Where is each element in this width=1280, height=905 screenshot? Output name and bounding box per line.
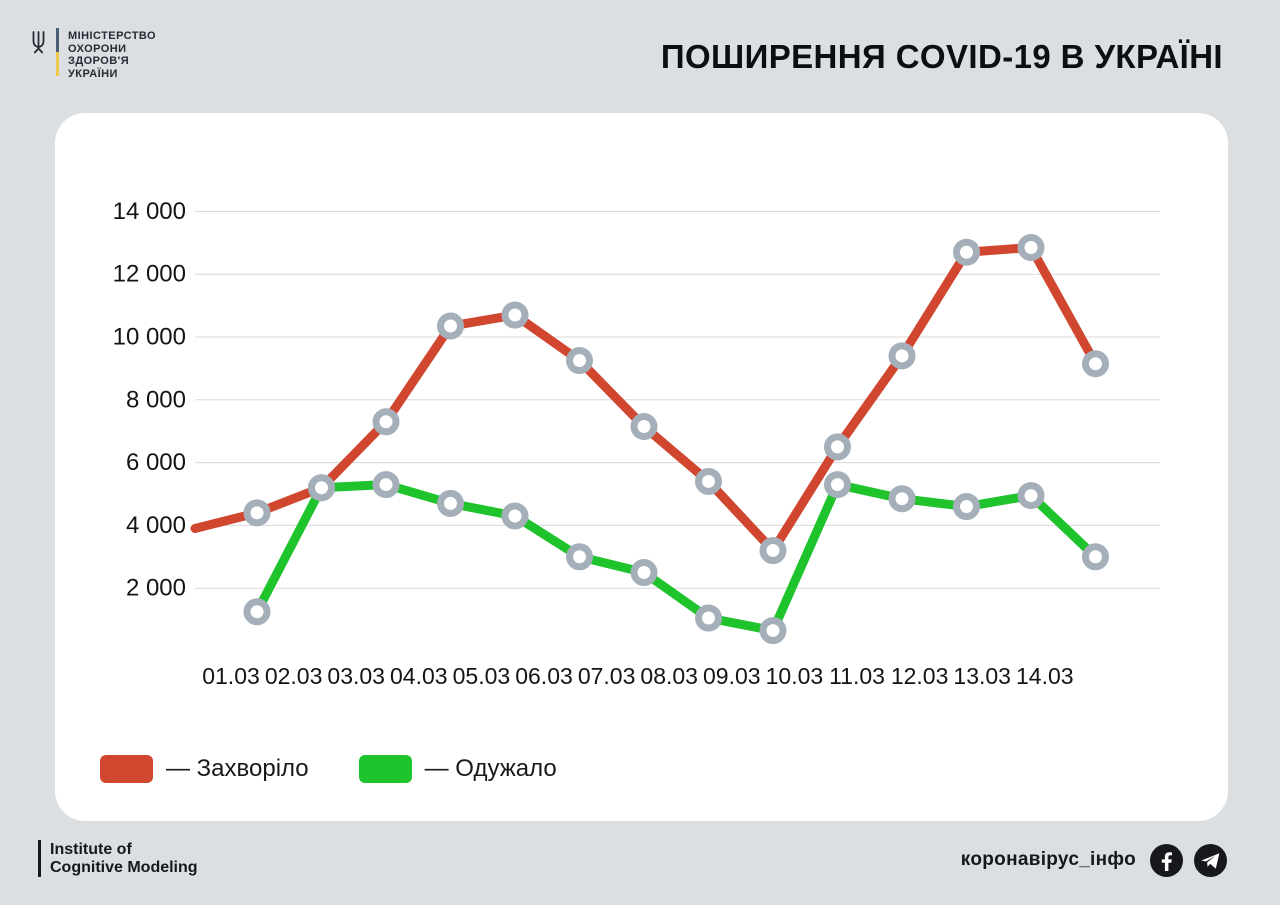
legend-label: — Одужало xyxy=(424,755,557,782)
page-title: ПОШИРЕННЯ COVID-19 В УКРАЇНІ xyxy=(660,38,1223,75)
y-axis-tick-label: 8 000 xyxy=(126,386,186,413)
legend-item-infected: — Захворіло xyxy=(100,755,309,783)
legend-item-recovered: — Одужало xyxy=(358,755,557,783)
trident-icon xyxy=(32,31,45,54)
data-point-marker xyxy=(501,502,529,530)
data-point-marker xyxy=(1082,350,1109,378)
y-axis-tick-label: 4 000 xyxy=(126,512,186,539)
telegram-icon[interactable] xyxy=(1194,843,1227,877)
data-point-marker xyxy=(437,489,464,517)
x-axis-tick-label: 09.03 xyxy=(703,663,761,689)
chart-svg: 2 000 4 000 6 000 8 000 10 000 12 000 14 000 01… xyxy=(113,198,1160,689)
institute-line: Institute of xyxy=(50,841,132,858)
data-point-marker xyxy=(695,604,722,632)
data-point-marker xyxy=(243,598,271,626)
data-point-marker xyxy=(501,301,529,329)
data-point-marker xyxy=(372,408,400,436)
ministry-name-line: УКРАЇНИ xyxy=(68,67,118,80)
data-point-marker xyxy=(695,467,722,495)
data-point-marker xyxy=(1082,543,1109,571)
data-point-marker xyxy=(1017,482,1045,510)
data-point-marker xyxy=(566,543,593,571)
data-point-marker xyxy=(759,617,787,645)
data-point-marker xyxy=(308,474,335,502)
y-axis-tick-label: 12 000 xyxy=(113,261,186,288)
x-axis-tick-label: 03.03 xyxy=(327,663,385,689)
legend-label: — Захворіло xyxy=(166,755,309,782)
chart-legend: — Захворіло — Одужало xyxy=(100,755,557,783)
data-point-marker xyxy=(824,471,851,499)
y-axis-tick-label: 14 000 xyxy=(113,198,186,225)
ministry-name-line: МІНІСТЕРСТВО xyxy=(68,30,157,42)
data-point-marker xyxy=(630,412,658,440)
data-point-marker xyxy=(630,559,658,586)
data-point-marker xyxy=(566,347,593,375)
credit-divider xyxy=(38,840,41,877)
ministry-name-line: ЗДОРОВ'Я xyxy=(68,55,130,67)
data-point-marker xyxy=(1017,234,1045,262)
x-axis-tick-label: 08.03 xyxy=(640,663,698,689)
data-point-marker xyxy=(824,433,851,461)
x-axis-tick-label: 04.03 xyxy=(390,663,448,689)
y-axis-tick-label: 2 000 xyxy=(126,575,186,602)
y-axis-tick-label: 6 000 xyxy=(126,449,186,476)
data-point-marker xyxy=(372,471,400,499)
data-point-marker xyxy=(888,485,916,513)
data-point-marker xyxy=(759,537,787,565)
social-links: коронавірус_інфо xyxy=(961,843,1227,877)
x-axis-tick-label: 12.03 xyxy=(891,663,949,689)
x-axis-tick-label: 11.03 xyxy=(829,663,885,689)
legend-swatch xyxy=(100,755,153,783)
data-point-marker xyxy=(437,312,464,340)
institute-credit: Institute of Cognitive Modeling xyxy=(38,840,198,877)
social-handle: коронавірус_інфо xyxy=(960,849,1136,870)
institute-line: Cognitive Modeling xyxy=(50,859,198,876)
x-axis-tick-label: 07.03 xyxy=(578,663,636,689)
x-axis-tick-label: 10.03 xyxy=(766,663,824,689)
chart-card: 2 000 4 000 6 000 8 000 10 000 12 000 14 000 01… xyxy=(55,113,1228,821)
x-axis-tick-label: 05.03 xyxy=(453,663,511,689)
x-axis-tick-label: 06.03 xyxy=(515,663,573,689)
data-point-marker xyxy=(888,342,916,370)
facebook-icon[interactable] xyxy=(1150,843,1183,877)
legend-swatch xyxy=(358,755,412,783)
data-point-marker xyxy=(953,238,980,266)
y-axis-tick-label: 10 000 xyxy=(113,324,186,351)
ministry-name-line: ОХОРОНИ xyxy=(68,42,127,55)
x-axis-tick-label: 02.03 xyxy=(265,663,323,689)
ministry-name: МІНІСТЕРСТВО ОХОРОНИ ЗДОРОВ'Я УКРАЇНИ xyxy=(68,28,156,80)
flag-divider xyxy=(56,28,59,76)
x-axis-tick-label: 14.03 xyxy=(1016,663,1074,689)
data-point-marker xyxy=(243,499,271,527)
x-axis-tick-label: 01.03 xyxy=(202,663,260,689)
x-axis-tick-label: 13.03 xyxy=(953,663,1011,689)
data-point-marker xyxy=(953,493,980,521)
ministry-logo: МІНІСТЕРСТВО ОХОРОНИ ЗДОРОВ'Я УКРАЇНИ xyxy=(30,28,156,80)
